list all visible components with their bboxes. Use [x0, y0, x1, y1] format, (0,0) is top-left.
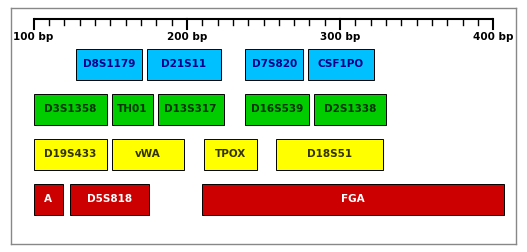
Bar	[245, 94, 309, 125]
Text: D19S433: D19S433	[44, 149, 96, 160]
Text: D18S51: D18S51	[307, 149, 352, 160]
Bar	[204, 139, 257, 170]
Text: D21S11: D21S11	[161, 59, 207, 69]
Bar	[112, 94, 153, 125]
Bar	[34, 94, 107, 125]
Bar	[147, 49, 221, 80]
Text: vWA: vWA	[135, 149, 161, 160]
Text: D8S1179: D8S1179	[83, 59, 135, 69]
Text: D13S317: D13S317	[164, 104, 217, 114]
Text: D3S1358: D3S1358	[44, 104, 96, 114]
Text: 200 bp: 200 bp	[167, 33, 207, 42]
Bar	[245, 49, 304, 80]
Bar	[70, 184, 149, 215]
Text: TPOX: TPOX	[215, 149, 246, 160]
Text: D5S818: D5S818	[87, 195, 132, 204]
Text: D7S820: D7S820	[251, 59, 297, 69]
Text: A: A	[44, 195, 52, 204]
Text: 400 bp: 400 bp	[473, 33, 514, 42]
Text: D16S539: D16S539	[251, 104, 304, 114]
Text: FGA: FGA	[341, 195, 365, 204]
Text: 300 bp: 300 bp	[320, 33, 360, 42]
Bar	[34, 139, 107, 170]
Bar	[34, 184, 63, 215]
Bar	[314, 94, 386, 125]
Bar	[158, 94, 223, 125]
Text: CSF1PO: CSF1PO	[318, 59, 364, 69]
Bar	[276, 139, 383, 170]
Bar	[76, 49, 142, 80]
Bar	[112, 139, 184, 170]
Text: D2S1338: D2S1338	[324, 104, 376, 114]
Text: 100 bp: 100 bp	[13, 33, 54, 42]
Text: TH01: TH01	[117, 104, 148, 114]
Bar	[308, 49, 374, 80]
Bar	[202, 184, 504, 215]
